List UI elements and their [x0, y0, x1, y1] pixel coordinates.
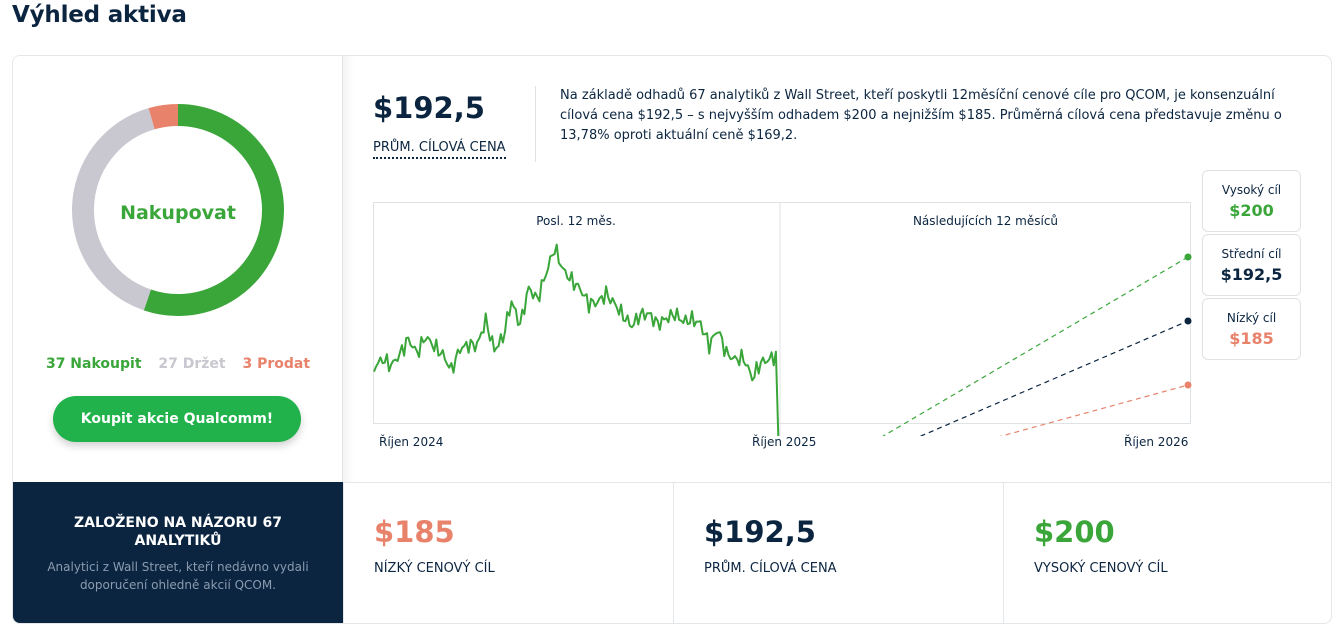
rating-panel: Nakupovat 37 Nakoupit 27 Držet 3 Prodat … — [13, 56, 354, 482]
low-forecast-line — [999, 384, 1189, 436]
avg-target-box-label: Střední cíl — [1221, 247, 1282, 261]
x-tick-label: Říjen 2024 — [379, 435, 444, 449]
price-history-line — [373, 243, 780, 436]
analyst-basis-subtitle: Analytici z Wall Street, kteří nedávno v… — [47, 560, 309, 592]
high-target-point — [1184, 253, 1192, 261]
high-target-label: Vysoký cíl — [1221, 183, 1282, 197]
low-target-box: Nízký cíl $185 — [1202, 298, 1301, 360]
low-target-caption: NÍZKÝ CENOVÝ CÍL — [374, 561, 495, 576]
avg-forecast-line — [919, 320, 1189, 436]
period-past-label: Posl. 12 měs. — [536, 214, 616, 228]
consensus-rating: Nakupovat — [120, 202, 236, 224]
high-forecast-line — [882, 256, 1189, 436]
avg-target-caption: PRŮM. CÍLOVÁ CENA — [704, 561, 837, 576]
avg-target-price: $192,5 — [373, 91, 485, 125]
buy-segment — [143, 104, 284, 316]
summary-divider — [535, 86, 536, 162]
avg-target-price-bottom: $192,5 — [704, 515, 816, 549]
avg-target-label[interactable]: PRŮM. CÍLOVÁ CENA — [373, 140, 506, 159]
analyst-basis-panel: ZALOŽENO NA NÁZORU 67 ANALYTIKŮ Analytic… — [13, 482, 343, 623]
high-target-value: $200 — [1229, 201, 1274, 220]
analyst-basis-title: ZALOŽENO NA NÁZORU 67 ANALYTIKŮ — [73, 515, 283, 549]
avg-target-cell: $192,5 PRŮM. CÍLOVÁ CENA — [673, 482, 1003, 623]
page-title: Výhled aktiva — [12, 2, 187, 28]
summary-text: Na základě odhadů 67 analytiků z Wall St… — [560, 88, 1282, 143]
hold-count: 27 Držet — [158, 356, 226, 372]
period-future-label: Následujících 12 měsíců — [912, 214, 1059, 228]
sell-count: 3 Prodat — [242, 356, 311, 372]
avg-target-box-value: $192,5 — [1220, 265, 1283, 284]
buy-qualcomm-button[interactable]: Koupit akcie Qualcomm! — [53, 396, 301, 442]
hold-segment — [72, 108, 155, 311]
buy-count: 37 Nakoupit — [45, 356, 142, 372]
low-target-point — [1184, 381, 1192, 389]
high-target-caption: VYSOKÝ CENOVÝ CÍL — [1034, 561, 1168, 576]
x-tick-label: Říjen 2026 — [1124, 435, 1189, 449]
high-target-cell: $200 VYSOKÝ CENOVÝ CÍL — [1003, 482, 1331, 623]
sell-segment — [148, 104, 179, 130]
low-target-value: $185 — [1229, 329, 1274, 348]
x-tick-label: Říjen 2025 — [752, 435, 817, 449]
high-target-box: Vysoký cíl $200 — [1202, 170, 1301, 232]
avg-target-box: Střední cíl $192,5 — [1202, 234, 1301, 296]
avg-target-point — [1184, 317, 1192, 325]
asset-outlook-card: Nakupovat 37 Nakoupit 27 Držet 3 Prodat … — [12, 55, 1332, 624]
high-target-price: $200 — [1034, 515, 1115, 549]
low-target-price: $185 — [374, 515, 455, 549]
price-chart-frame — [373, 202, 1191, 424]
low-target-cell: $185 NÍZKÝ CENOVÝ CÍL — [343, 482, 673, 623]
low-target-label: Nízký cíl — [1226, 311, 1277, 325]
rating-donut — [72, 104, 284, 316]
price-target-chart — [373, 202, 1192, 436]
rating-counts: 37 Nakoupit 27 Držet 3 Prodat — [13, 356, 343, 372]
